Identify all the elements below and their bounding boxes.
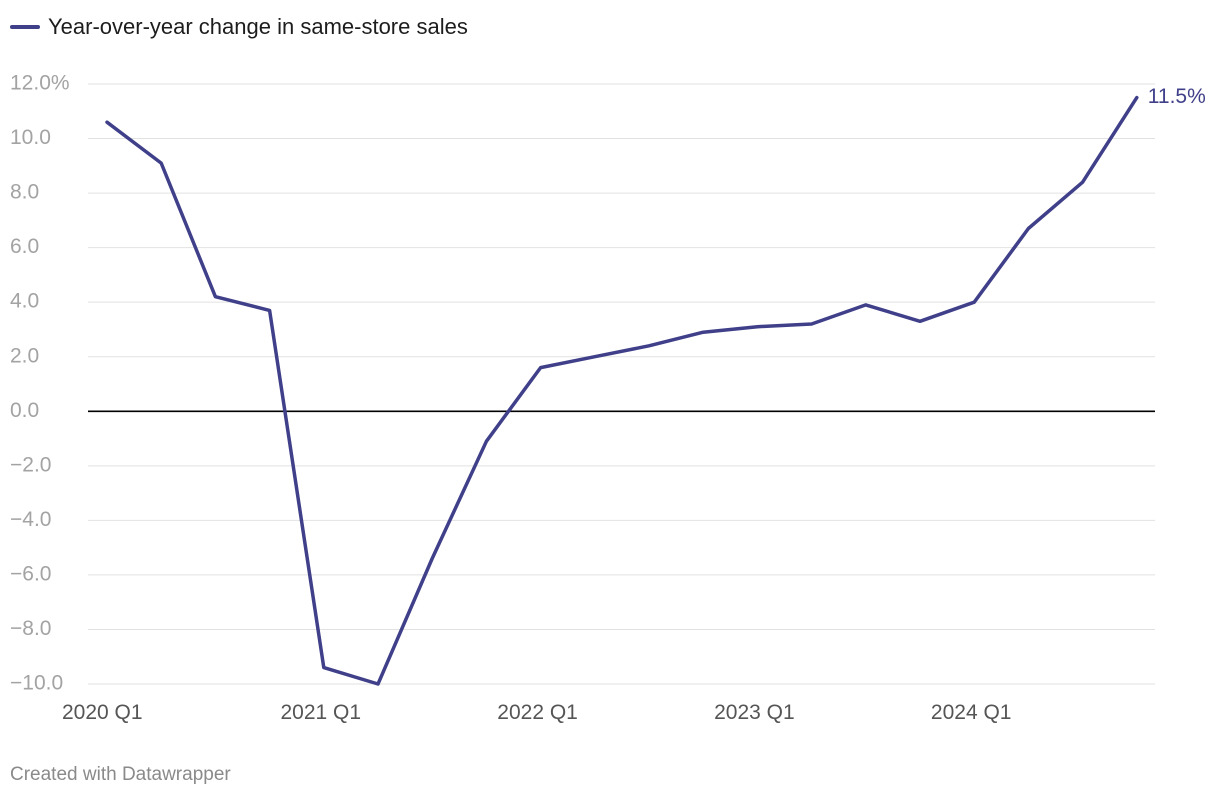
y-axis-ticks: 12.0% 10.0 8.0 6.0 4.0 2.0 0.0 −2.0 −4.0 −6.0 −8.0… xyxy=(10,72,70,695)
x-axis-ticks: 2020 Q1 2021 Q1 2022 Q1 2023 Q1 2024 Q1 xyxy=(62,701,1011,724)
y-tick-label: −2.0 xyxy=(10,453,51,476)
y-tick-label: −4.0 xyxy=(10,508,51,531)
x-tick-label: 2020 Q1 xyxy=(62,701,143,724)
x-tick-label: 2023 Q1 xyxy=(714,701,795,724)
y-tick-label: 6.0 xyxy=(10,235,39,258)
y-tick-label: −8.0 xyxy=(10,617,51,640)
series-layer: 11.5% xyxy=(105,85,1206,686)
footer-credit: Created with Datawrapper xyxy=(10,764,231,785)
x-tick-label: 2021 Q1 xyxy=(281,701,362,724)
series-line xyxy=(105,95,1139,686)
y-tick-label: 10.0 xyxy=(10,126,51,149)
y-tick-label: −10.0 xyxy=(10,672,63,695)
y-tick-label: 4.0 xyxy=(10,290,39,313)
y-tick-label: 12.0% xyxy=(10,72,70,95)
y-tick-label: −6.0 xyxy=(10,562,51,585)
y-tick-label: 8.0 xyxy=(10,181,39,204)
y-tick-label: 0.0 xyxy=(10,399,39,422)
x-tick-label: 2024 Q1 xyxy=(931,701,1012,724)
y-tick-label: 2.0 xyxy=(10,344,39,367)
legend-label: Year-over-year change in same-store sale… xyxy=(48,14,468,39)
legend: Year-over-year change in same-store sale… xyxy=(10,14,468,40)
x-tick-label: 2022 Q1 xyxy=(497,701,578,724)
end-value-label: 11.5% xyxy=(1148,85,1206,108)
legend-swatch xyxy=(10,25,40,29)
gridlines xyxy=(88,83,1155,685)
